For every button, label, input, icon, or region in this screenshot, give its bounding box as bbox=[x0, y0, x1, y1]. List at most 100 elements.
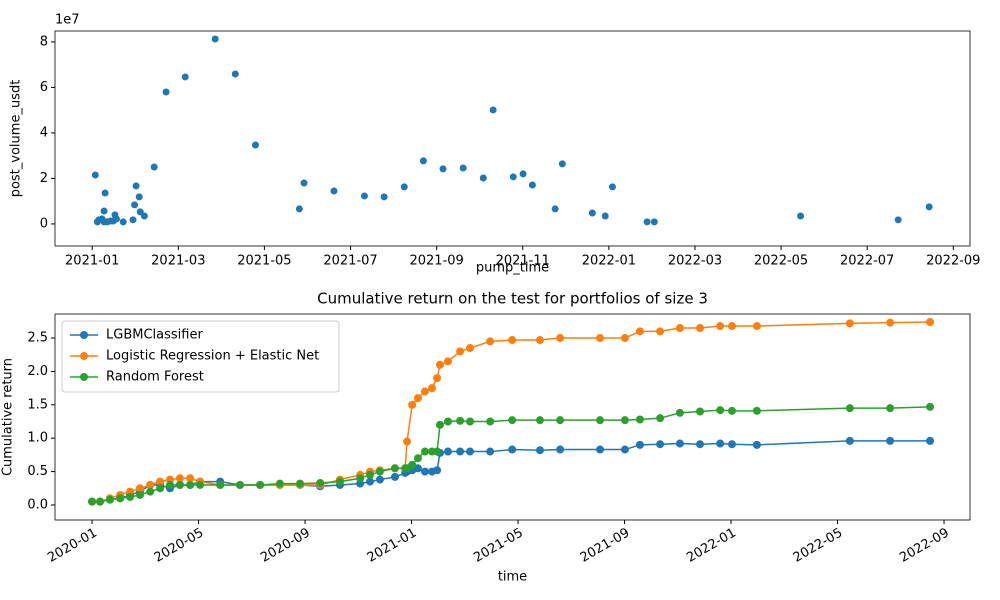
point bbox=[119, 218, 127, 226]
marker bbox=[596, 334, 605, 343]
x-tick-label: 2022-03 bbox=[668, 254, 722, 269]
marker bbox=[696, 440, 705, 449]
point bbox=[251, 141, 259, 149]
marker bbox=[508, 336, 517, 345]
point bbox=[643, 218, 651, 226]
x-tick-label: 2022-01 bbox=[582, 254, 636, 269]
marker bbox=[620, 445, 629, 454]
marker bbox=[335, 477, 344, 486]
marker bbox=[433, 466, 442, 475]
marker bbox=[596, 416, 605, 425]
marker bbox=[146, 487, 155, 496]
y-tick-label: 4 bbox=[40, 125, 48, 140]
point bbox=[181, 73, 189, 81]
marker bbox=[635, 327, 644, 336]
marker bbox=[156, 477, 165, 486]
marker bbox=[375, 475, 384, 484]
legend-label: Random Forest bbox=[106, 370, 204, 385]
x-axis-label: pump_time bbox=[476, 261, 549, 276]
point bbox=[101, 189, 109, 197]
point bbox=[135, 193, 143, 201]
y-tick-label: 0.0 bbox=[27, 497, 48, 512]
marker bbox=[390, 464, 399, 473]
marker bbox=[486, 417, 495, 426]
y-tick-label: 0 bbox=[40, 216, 48, 231]
marker bbox=[413, 394, 422, 403]
marker bbox=[886, 404, 895, 413]
marker bbox=[656, 327, 665, 336]
marker bbox=[675, 324, 684, 333]
marker bbox=[466, 447, 475, 456]
point bbox=[360, 192, 368, 200]
marker bbox=[886, 318, 895, 327]
marker bbox=[656, 414, 665, 423]
marker bbox=[275, 479, 284, 488]
legend-marker bbox=[80, 373, 88, 381]
marker bbox=[135, 490, 144, 499]
marker bbox=[456, 347, 465, 356]
marker bbox=[408, 400, 417, 409]
marker bbox=[486, 447, 495, 456]
y-tick-label: 2.0 bbox=[27, 364, 48, 379]
x-tick-label: 2020-05 bbox=[152, 526, 207, 566]
x-tick-label: 2021-09 bbox=[409, 254, 463, 269]
chart-title: Cumulative return on the test for portfo… bbox=[317, 290, 708, 308]
x-tick-label: 2021-09 bbox=[578, 526, 633, 566]
marker bbox=[116, 494, 125, 503]
marker bbox=[596, 445, 605, 454]
point bbox=[231, 70, 239, 78]
x-tick-label: 2022-05 bbox=[754, 254, 808, 269]
marker bbox=[556, 445, 565, 454]
marker bbox=[443, 447, 452, 456]
point bbox=[558, 160, 566, 168]
point bbox=[601, 212, 609, 220]
point bbox=[925, 203, 933, 211]
marker bbox=[456, 416, 465, 425]
marker bbox=[727, 322, 736, 331]
marker bbox=[135, 484, 144, 493]
marker bbox=[390, 472, 399, 481]
marker bbox=[535, 416, 544, 425]
marker bbox=[456, 447, 465, 456]
marker bbox=[316, 478, 325, 487]
y-tick-label: 1.5 bbox=[27, 397, 48, 412]
marker bbox=[196, 480, 205, 489]
point bbox=[131, 201, 139, 209]
marker bbox=[620, 416, 629, 425]
marker bbox=[166, 480, 175, 489]
point bbox=[528, 181, 536, 189]
legend-marker bbox=[80, 331, 88, 339]
marker bbox=[413, 454, 422, 463]
point bbox=[419, 157, 427, 165]
marker bbox=[508, 445, 517, 454]
legend-label: Logistic Regression + Elastic Net bbox=[106, 349, 319, 364]
marker bbox=[375, 467, 384, 476]
point bbox=[489, 106, 497, 114]
point bbox=[295, 205, 303, 213]
legend-marker bbox=[80, 352, 88, 360]
x-tick-label: 2020-09 bbox=[258, 526, 313, 566]
marker bbox=[435, 420, 444, 429]
legend-label: LGBMClassifier bbox=[106, 328, 203, 343]
marker bbox=[466, 344, 475, 353]
marker bbox=[156, 484, 165, 493]
marker bbox=[443, 417, 452, 426]
marker bbox=[727, 406, 736, 415]
point bbox=[100, 207, 108, 215]
point bbox=[112, 215, 120, 223]
chart: 2020-01 2020-05 2020-09 2021-01 2021-05 2021-… bbox=[1, 290, 971, 585]
point bbox=[380, 193, 388, 201]
marker bbox=[845, 436, 854, 445]
y-tick-label: 0.5 bbox=[27, 464, 48, 479]
marker bbox=[186, 480, 195, 489]
marker bbox=[256, 480, 265, 489]
x-tick-label: 2021-07 bbox=[323, 254, 377, 269]
marker bbox=[620, 334, 629, 343]
point bbox=[150, 163, 158, 171]
point bbox=[608, 183, 616, 191]
axes-frame bbox=[54, 30, 971, 247]
point bbox=[459, 164, 467, 172]
marker bbox=[926, 402, 935, 411]
y-axis-label: post_volume_usdt bbox=[9, 80, 24, 198]
y-axis-label: Cumulative return bbox=[1, 358, 16, 476]
